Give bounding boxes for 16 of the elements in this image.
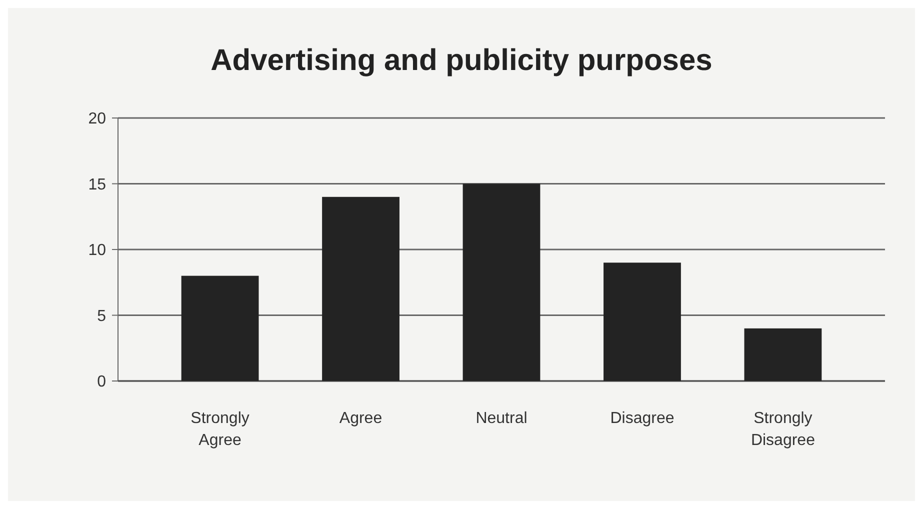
x-tick-label: Strongly Disagree [750, 410, 816, 449]
chart-title: Advertising and publicity purposes [210, 44, 712, 77]
y-tick-label: 10 [88, 242, 106, 260]
x-tick-label: Disagree [610, 410, 674, 427]
y-tick-label: 15 [88, 176, 106, 194]
y-tick-label: 0 [97, 374, 106, 391]
y-tick-label: 5 [97, 308, 106, 325]
bar [181, 276, 259, 381]
x-tick-label: Agree [339, 410, 382, 427]
bar [744, 328, 822, 381]
y-tick-label: 20 [88, 110, 106, 128]
bar [604, 262, 681, 381]
bar [462, 184, 540, 381]
x-tick-label: Strongly Agree [190, 410, 250, 449]
x-tick-label: Neutral [476, 410, 528, 427]
bar [322, 196, 400, 381]
